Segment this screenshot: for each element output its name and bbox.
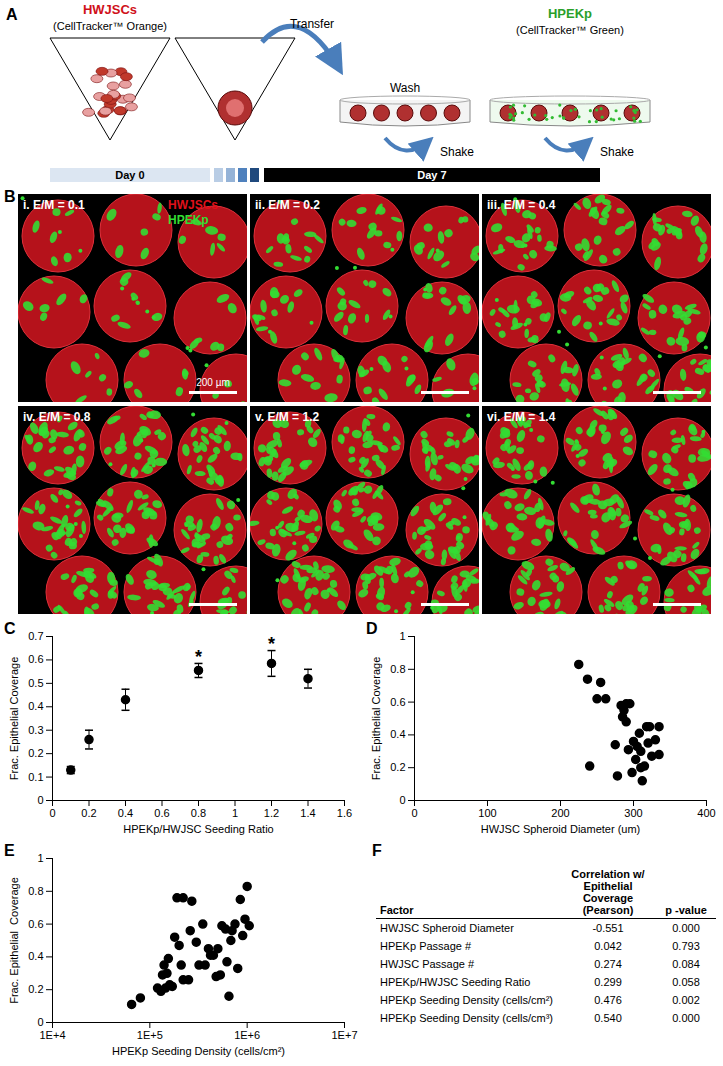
html-text:-0.551: -0.551 — [592, 922, 624, 934]
svg-text:iv. E/M = 0.8: iv. E/M = 0.8 — [23, 410, 91, 424]
svg-text:iii. E/M = 0.4: iii. E/M = 0.4 — [487, 198, 556, 212]
svg-text:0.2: 0.2 — [81, 807, 96, 819]
svg-text:0.5: 0.5 — [28, 677, 43, 689]
svg-text:(CellTracker™ Green): (CellTracker™ Green) — [516, 24, 624, 36]
html-text:0.476: 0.476 — [594, 994, 622, 1006]
svg-text:A: A — [6, 6, 18, 23]
svg-text:1: 1 — [37, 852, 43, 864]
svg-text:1E+4: 1E+4 — [40, 1029, 66, 1041]
svg-text:1.4: 1.4 — [300, 807, 315, 819]
html-text:0.002: 0.002 — [672, 994, 700, 1006]
svg-text:Day 0: Day 0 — [115, 169, 144, 181]
svg-text:400: 400 — [697, 807, 715, 819]
html-text:Factor: Factor — [380, 904, 414, 916]
svg-text:0.2: 0.2 — [390, 761, 405, 773]
html-text:p -value: p -value — [665, 904, 707, 916]
svg-text:0: 0 — [37, 1016, 43, 1028]
svg-text:Frac. Epithelial Coverage: Frac. Epithelial Coverage — [370, 657, 382, 781]
html-text:0.084: 0.084 — [672, 958, 700, 970]
svg-text:Frac. Epithelial Coverage: Frac. Epithelial Coverage — [8, 877, 20, 1004]
svg-text:200 µm: 200 µm — [196, 377, 230, 388]
html-text:HPEKp Seeding Density (cells/c: HPEKp Seeding Density (cells/cm²) — [380, 994, 553, 1006]
svg-text:100: 100 — [478, 807, 496, 819]
svg-text:HPEKp/HWJSC Seeding Ratio: HPEKp/HWJSC Seeding Ratio — [123, 823, 273, 835]
html-text:0.540: 0.540 — [594, 1012, 622, 1024]
svg-text:1E+6: 1E+6 — [234, 1029, 260, 1041]
html-text:0.274: 0.274 — [594, 958, 622, 970]
svg-text:ii. E/M = 0.2: ii. E/M = 0.2 — [255, 198, 320, 212]
svg-text:0.7: 0.7 — [28, 630, 43, 642]
svg-text:HWJSCs: HWJSCs — [83, 2, 137, 17]
html-text:0.000: 0.000 — [672, 922, 700, 934]
svg-text:1.2: 1.2 — [264, 807, 279, 819]
html-text:HPEKp/HWJSC Seeding Ratio: HPEKp/HWJSC Seeding Ratio — [380, 976, 531, 988]
svg-text:Shake: Shake — [600, 145, 634, 159]
html-text:D: D — [366, 620, 378, 637]
svg-text:HWJSCs: HWJSCs — [168, 198, 218, 212]
html-text:Correlation w/ Epithelial Cove: Correlation w/ Epithelial Coverage (Pear… — [571, 868, 645, 916]
svg-text:*: * — [195, 647, 202, 667]
svg-text:0.6: 0.6 — [154, 807, 169, 819]
svg-text:1.6: 1.6 — [337, 807, 352, 819]
svg-text:0: 0 — [37, 794, 43, 806]
html-text:E: E — [4, 842, 15, 859]
svg-text:0.2: 0.2 — [28, 747, 43, 759]
html-text:0.058: 0.058 — [672, 976, 700, 988]
svg-text:0.4: 0.4 — [390, 728, 405, 740]
html-text:0.299: 0.299 — [594, 976, 622, 988]
svg-text:(CellTracker™ Orange): (CellTracker™ Orange) — [53, 20, 167, 32]
html-text:0.793: 0.793 — [672, 940, 700, 952]
svg-text:i. E/M = 0.1: i. E/M = 0.1 — [23, 198, 85, 212]
svg-text:1: 1 — [399, 630, 405, 642]
svg-text:0.4: 0.4 — [28, 700, 43, 712]
svg-text:1E+5: 1E+5 — [137, 1029, 163, 1041]
svg-text:0.8: 0.8 — [191, 807, 206, 819]
svg-text:0: 0 — [399, 794, 405, 806]
html-text:HWJSC Passage #: HWJSC Passage # — [380, 958, 475, 970]
svg-text:Transfer: Transfer — [290, 17, 334, 31]
svg-text:0.3: 0.3 — [28, 724, 43, 736]
svg-text:vi. E/M = 1.4: vi. E/M = 1.4 — [487, 410, 556, 424]
svg-text:HPEKp: HPEKp — [548, 6, 592, 21]
svg-text:0.1: 0.1 — [28, 771, 43, 783]
svg-text:Shake: Shake — [440, 145, 474, 159]
html-text:HPEKp Passage #: HPEKp Passage # — [380, 940, 472, 952]
svg-text:Wash: Wash — [390, 81, 420, 95]
svg-text:*: * — [268, 634, 275, 654]
svg-text:1E+7: 1E+7 — [332, 1029, 358, 1041]
svg-text:0: 0 — [49, 807, 55, 819]
svg-text:0.4: 0.4 — [118, 807, 133, 819]
svg-text:0.2: 0.2 — [28, 983, 43, 995]
html-text:HWJSC Spheroid Diameter: HWJSC Spheroid Diameter — [380, 922, 514, 934]
svg-text:0.8: 0.8 — [28, 885, 43, 897]
html-text:HPEKp Seeding Density (cells/c: HPEKp Seeding Density (cells/cm³) — [380, 1012, 553, 1024]
svg-text:HPEKp: HPEKp — [168, 213, 209, 227]
svg-text:0.6: 0.6 — [390, 696, 405, 708]
html-text:C: C — [4, 620, 16, 637]
html-text:B: B — [4, 188, 16, 205]
svg-text:0.6: 0.6 — [28, 653, 43, 665]
svg-text:0.6: 0.6 — [28, 918, 43, 930]
svg-text:300: 300 — [624, 807, 642, 819]
html-text:0.042: 0.042 — [594, 940, 622, 952]
svg-text:Frac. Epithelial Coverage: Frac. Epithelial Coverage — [8, 657, 20, 781]
html-text:0.000: 0.000 — [672, 1012, 700, 1024]
svg-text:Day 7: Day 7 — [417, 169, 446, 181]
svg-text:1: 1 — [232, 807, 238, 819]
html-text:F: F — [372, 842, 382, 859]
svg-text:HWJSC Spheroid Diameter (um): HWJSC Spheroid Diameter (um) — [481, 823, 641, 835]
svg-text:200: 200 — [551, 807, 569, 819]
svg-text:HPEKp Seeding Density (cells/c: HPEKp Seeding Density (cells/cm²) — [112, 1045, 285, 1057]
svg-text:0: 0 — [411, 807, 417, 819]
svg-text:0.8: 0.8 — [390, 663, 405, 675]
svg-text:v. E/M = 1.2: v. E/M = 1.2 — [255, 410, 319, 424]
svg-text:0.4: 0.4 — [28, 950, 43, 962]
